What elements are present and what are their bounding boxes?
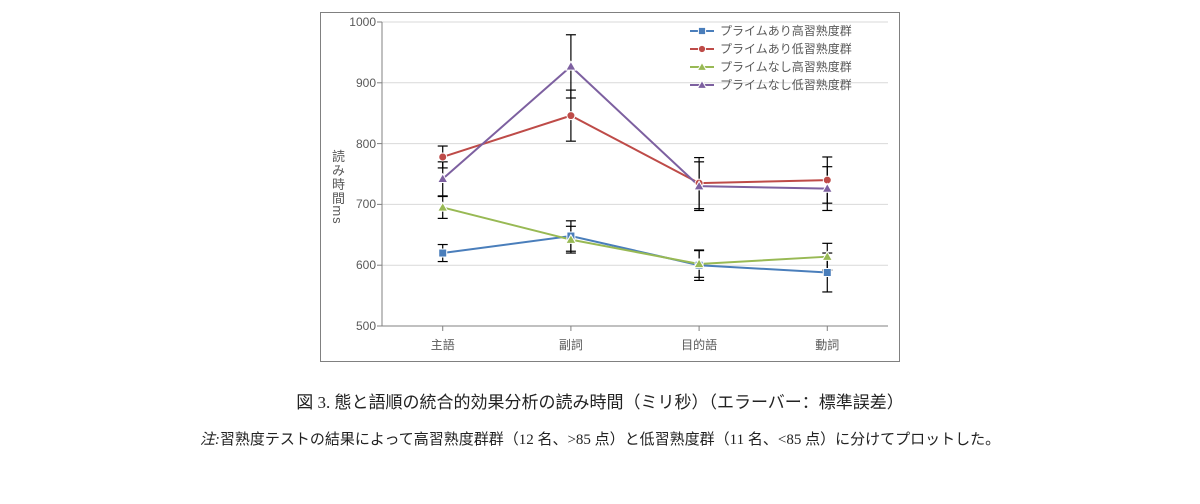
y-tick-label: 500 [344, 319, 376, 333]
y-tick-label: 800 [344, 137, 376, 151]
legend-swatch [690, 79, 714, 91]
legend-label: プライムなし高習熟度群 [720, 58, 852, 76]
x-tick-label: 主語 [431, 336, 455, 353]
legend-label: プライムあり高習熟度群 [720, 22, 852, 40]
x-tick-label: 副詞 [559, 336, 583, 353]
legend-swatch [690, 61, 714, 73]
figure-title: 態と語順の統合的効果分析の読み時間（ミリ秒）（エラーバー：標準誤差） [334, 393, 903, 412]
figure-caption: 図 3. 態と語順の統合的効果分析の読み時間（ミリ秒）（エラーバー：標準誤差） [0, 388, 1200, 413]
figure-note: 注:習熟度テストの結果によって高習熟度群群（12 名、>85 点）と低習熟度群（… [0, 428, 1200, 449]
y-tick-label: 600 [344, 258, 376, 272]
legend-item: プライムなし低習熟度群 [690, 76, 852, 94]
note-text: 習熟度テストの結果によって高習熟度群群（12 名、>85 点）と低習熟度群（11… [220, 432, 1000, 448]
legend-item: プライムあり低習熟度群 [690, 40, 852, 58]
legend-swatch [690, 43, 714, 55]
chart-container: 読み時間ms 500 600 700 800 900 1000 主語 副詞 目的語 動詞 プライ… [320, 12, 900, 362]
legend: プライムあり高習熟度群プライムあり低習熟度群プライムなし高習熟度群プライムなし低… [690, 22, 852, 94]
note-prefix: 注: [200, 432, 220, 448]
legend-swatch [690, 25, 714, 37]
y-tick-label: 900 [344, 76, 376, 90]
legend-label: プライムあり低習熟度群 [720, 40, 852, 58]
legend-label: プライムなし低習熟度群 [720, 76, 852, 94]
y-axis-label: 読み時間ms [328, 149, 347, 224]
y-tick-label: 1000 [344, 15, 376, 29]
y-tick-label: 700 [344, 197, 376, 211]
legend-item: プライムなし高習熟度群 [690, 58, 852, 76]
x-tick-label: 動詞 [815, 336, 839, 353]
page: 読み時間ms 500 600 700 800 900 1000 主語 副詞 目的語 動詞 プライ… [0, 0, 1200, 504]
figure-number: 図 3. [296, 393, 334, 412]
legend-item: プライムあり高習熟度群 [690, 22, 852, 40]
x-tick-label: 目的語 [681, 336, 717, 353]
